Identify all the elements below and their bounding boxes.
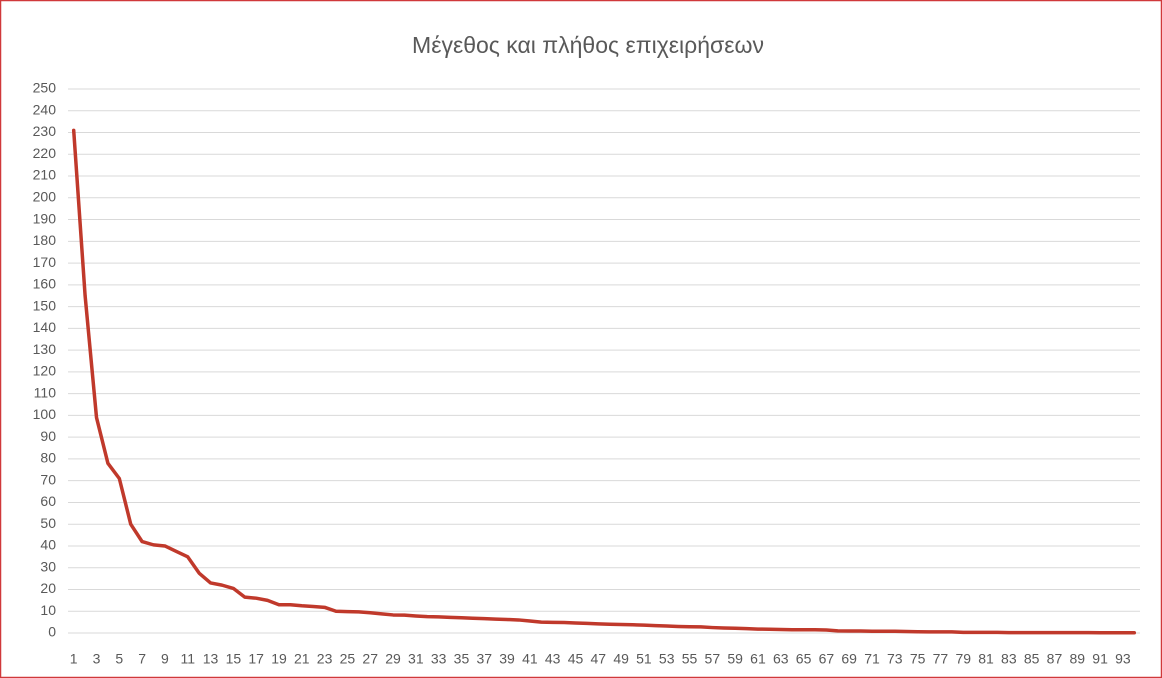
x-tick-label: 73 xyxy=(887,651,903,667)
x-tick-label: 77 xyxy=(933,651,949,667)
y-tick-label: 200 xyxy=(33,189,57,205)
y-tick-label: 150 xyxy=(33,297,57,313)
y-tick-label: 90 xyxy=(40,428,56,444)
y-tick-label: 210 xyxy=(33,167,57,183)
line-series xyxy=(71,128,1137,635)
x-tick-label: 15 xyxy=(226,651,242,667)
x-tick-label: 43 xyxy=(545,651,561,667)
y-tick-label: 30 xyxy=(40,558,56,574)
y-tick-label: 140 xyxy=(33,319,57,335)
chart-title: Μέγεθος και πλήθος επιχειρήσεων xyxy=(412,32,764,58)
y-tick-label: 190 xyxy=(33,210,57,226)
y-tick-label: 80 xyxy=(40,450,56,466)
x-tick-label: 69 xyxy=(841,651,857,667)
y-tick-label: 110 xyxy=(34,384,57,400)
x-tick-label: 47 xyxy=(591,651,607,667)
y-tick-label: 230 xyxy=(33,123,57,139)
x-tick-label: 25 xyxy=(340,651,356,667)
x-tick-label: 37 xyxy=(476,651,492,667)
x-tick-label: 7 xyxy=(138,651,146,667)
x-tick-label: 71 xyxy=(864,651,880,667)
y-tick-label: 70 xyxy=(40,471,56,487)
y-tick-label: 0 xyxy=(48,624,56,640)
y-tick-label: 170 xyxy=(33,254,57,270)
x-tick-label: 63 xyxy=(773,651,789,667)
x-tick-label: 79 xyxy=(955,651,971,667)
y-tick-label: 100 xyxy=(33,406,57,422)
x-tick-label: 21 xyxy=(294,651,310,667)
x-tick-label: 33 xyxy=(431,651,447,667)
x-tick-label: 83 xyxy=(1001,651,1017,667)
y-tick-label: 160 xyxy=(33,276,57,292)
x-tick-label: 59 xyxy=(727,651,743,667)
y-tick-label: 40 xyxy=(40,537,56,553)
x-tick-label: 19 xyxy=(271,651,287,667)
x-tick-label: 23 xyxy=(317,651,333,667)
y-tick-label: 130 xyxy=(33,341,57,357)
x-tick-label: 91 xyxy=(1092,651,1108,667)
x-tick-label: 31 xyxy=(408,651,424,667)
x-tick-label: 5 xyxy=(115,651,123,667)
y-tick-label: 220 xyxy=(33,145,57,161)
x-tick-label: 89 xyxy=(1069,651,1085,667)
x-tick-label: 1 xyxy=(70,651,78,667)
y-tick-label: 120 xyxy=(33,363,57,379)
x-tick-label: 55 xyxy=(682,651,698,667)
x-tick-label: 85 xyxy=(1024,651,1040,667)
x-tick-label: 61 xyxy=(750,651,766,667)
x-tick-label: 53 xyxy=(659,651,675,667)
x-tick-label: 13 xyxy=(203,651,219,667)
x-tick-label: 67 xyxy=(819,651,835,667)
x-tick-label: 3 xyxy=(93,651,101,667)
x-tick-label: 41 xyxy=(522,651,538,667)
y-tick-label: 60 xyxy=(40,493,56,509)
y-tick-label: 240 xyxy=(33,101,57,117)
x-tick-label: 75 xyxy=(910,651,926,667)
x-tick-label: 35 xyxy=(454,651,470,667)
x-tick-label: 11 xyxy=(180,651,195,667)
x-tick-label: 27 xyxy=(362,651,378,667)
y-tick-label: 10 xyxy=(40,602,56,618)
x-tick-label: 17 xyxy=(248,651,264,667)
x-tick-label: 45 xyxy=(568,651,584,667)
x-tick-label: 51 xyxy=(636,651,652,667)
y-tick-label: 50 xyxy=(40,515,56,531)
x-tick-label: 81 xyxy=(978,651,994,667)
y-tick-label: 250 xyxy=(33,80,57,96)
x-tick-label: 87 xyxy=(1047,651,1063,667)
x-tick-label: 39 xyxy=(499,651,515,667)
y-tick-label: 180 xyxy=(33,232,57,248)
x-tick-label: 65 xyxy=(796,651,812,667)
x-tick-label: 9 xyxy=(161,651,169,667)
x-tick-label: 49 xyxy=(613,651,629,667)
x-tick-label: 93 xyxy=(1115,651,1131,667)
x-tick-label: 57 xyxy=(705,651,721,667)
x-tick-label: 29 xyxy=(385,651,401,667)
y-tick-label: 20 xyxy=(40,580,56,596)
